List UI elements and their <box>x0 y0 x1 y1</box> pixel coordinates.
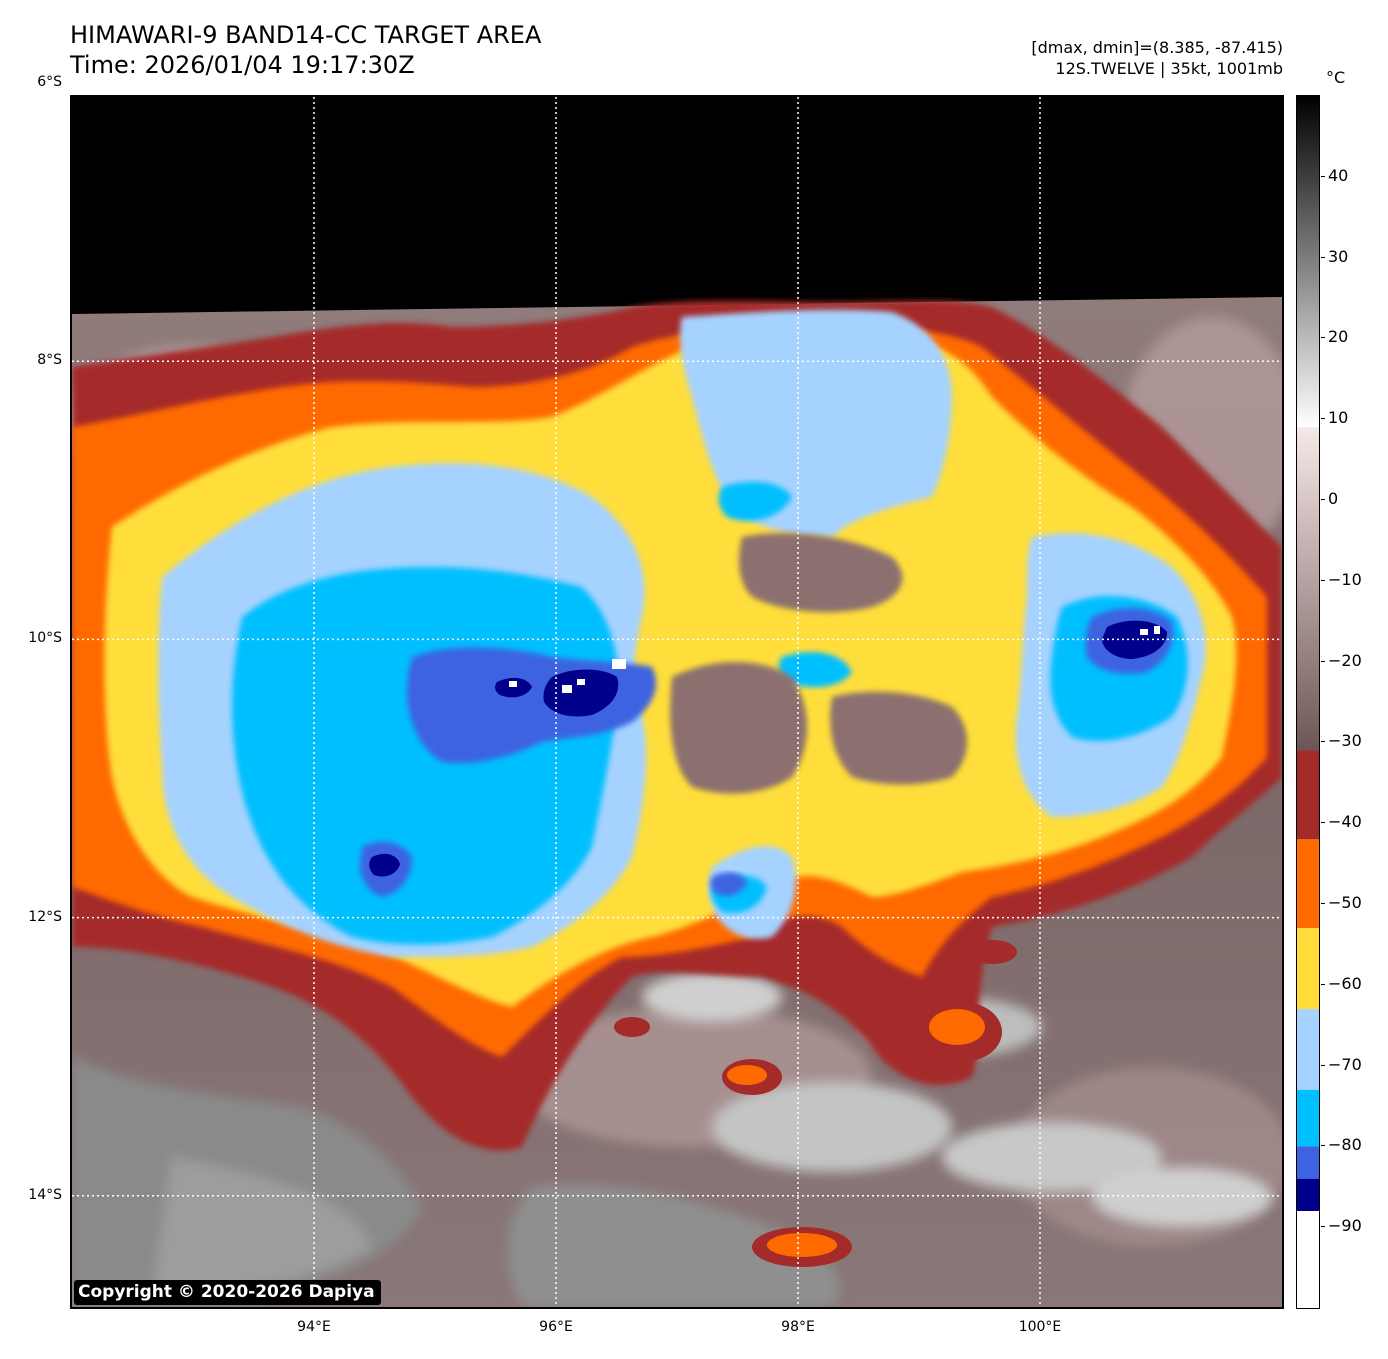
lat-label: 8°S <box>37 352 62 369</box>
no-data-region <box>72 97 1282 314</box>
copyright-label: Copyright © 2020-2026 Dapiya <box>74 1280 381 1305</box>
lon-label: 96°E <box>539 1319 573 1335</box>
colorbar-tick <box>1321 983 1325 985</box>
colorbar-tick <box>1321 1145 1325 1147</box>
colorbar-tick <box>1321 499 1325 500</box>
colorbar-tick-label: 20 <box>1328 327 1349 347</box>
colorbar-segment <box>1297 427 1319 751</box>
lon-label: 98°E <box>781 1319 815 1335</box>
colorbar-tick-label: −30 <box>1328 731 1362 751</box>
colorbar-segment <box>1297 1146 1319 1179</box>
colorbar-segment <box>1297 839 1319 929</box>
satellite-imagery <box>72 97 1282 1307</box>
colorbar <box>1296 95 1320 1309</box>
colorbar-tick-label: −70 <box>1328 1054 1362 1074</box>
colorbar-tick-label: −10 <box>1328 569 1362 589</box>
colorbar-unit: °C <box>1326 68 1346 87</box>
colorbar-tick-label: −40 <box>1328 812 1362 832</box>
colorbar-tick-label: −50 <box>1328 893 1362 912</box>
lat-label: 12°S <box>28 908 62 925</box>
colorbar-segment <box>1297 1178 1319 1212</box>
colorbar-tick <box>1321 337 1325 339</box>
colorbar-tick <box>1321 1064 1325 1066</box>
colorbar-tick-label: 30 <box>1328 246 1349 266</box>
grid-lines <box>72 97 1282 1307</box>
colorbar-tick <box>1321 660 1325 662</box>
colorbar-tick <box>1321 1226 1325 1228</box>
lat-label: 6°S <box>37 74 62 91</box>
colorbar-tick-label: −20 <box>1328 650 1362 670</box>
colorbar-tick-label: −60 <box>1328 973 1362 993</box>
storm-info: 12S.TWELVE | 35kt, 1001mb <box>1055 59 1283 78</box>
colorbar-segment <box>1297 750 1319 840</box>
colorbar-tick-label: 0 <box>1328 489 1339 508</box>
colorbar-segment <box>1297 1089 1319 1147</box>
lat-label: 10°S <box>28 630 62 647</box>
colorbar-tick-label: −80 <box>1328 1135 1362 1155</box>
colorbar-tick <box>1321 418 1325 420</box>
colorbar-tick <box>1321 579 1325 581</box>
colorbar-scale <box>1297 96 1319 1308</box>
convective-shield <box>72 300 1282 1151</box>
coldest-cores <box>509 626 1160 693</box>
satellite-map[interactable]: Copyright © 2020-2026 Dapiya <box>70 95 1284 1309</box>
lon-label: 94°E <box>297 1319 331 1335</box>
colorbar-tick <box>1321 175 1325 177</box>
colorbar-tick-label: −90 <box>1328 1216 1362 1236</box>
colorbar-segment <box>1297 96 1319 428</box>
lat-label: 14°S <box>28 1186 62 1203</box>
colorbar-tick <box>1321 741 1325 743</box>
chart-title: HIMAWARI-9 BAND14-CC TARGET AREA <box>70 21 542 49</box>
colorbar-segment <box>1297 928 1319 1010</box>
colorbar-segment <box>1297 1211 1319 1308</box>
scattered-cells <box>614 927 1017 1267</box>
lon-label: 100°E <box>1018 1319 1062 1335</box>
colorbar-tick <box>1321 822 1325 824</box>
warm-holes <box>670 533 967 794</box>
colorbar-tick <box>1321 256 1325 258</box>
timestamp: Time: 2026/01/04 19:17:30Z <box>70 51 415 79</box>
colorbar-tick-label: 40 <box>1328 165 1349 185</box>
data-range-info: [dmax, dmin]=(8.385, -87.415) <box>1031 38 1283 57</box>
colorbar-tick <box>1321 903 1325 904</box>
colorbar-segment <box>1297 1009 1319 1090</box>
colorbar-tick-label: 10 <box>1328 408 1349 428</box>
